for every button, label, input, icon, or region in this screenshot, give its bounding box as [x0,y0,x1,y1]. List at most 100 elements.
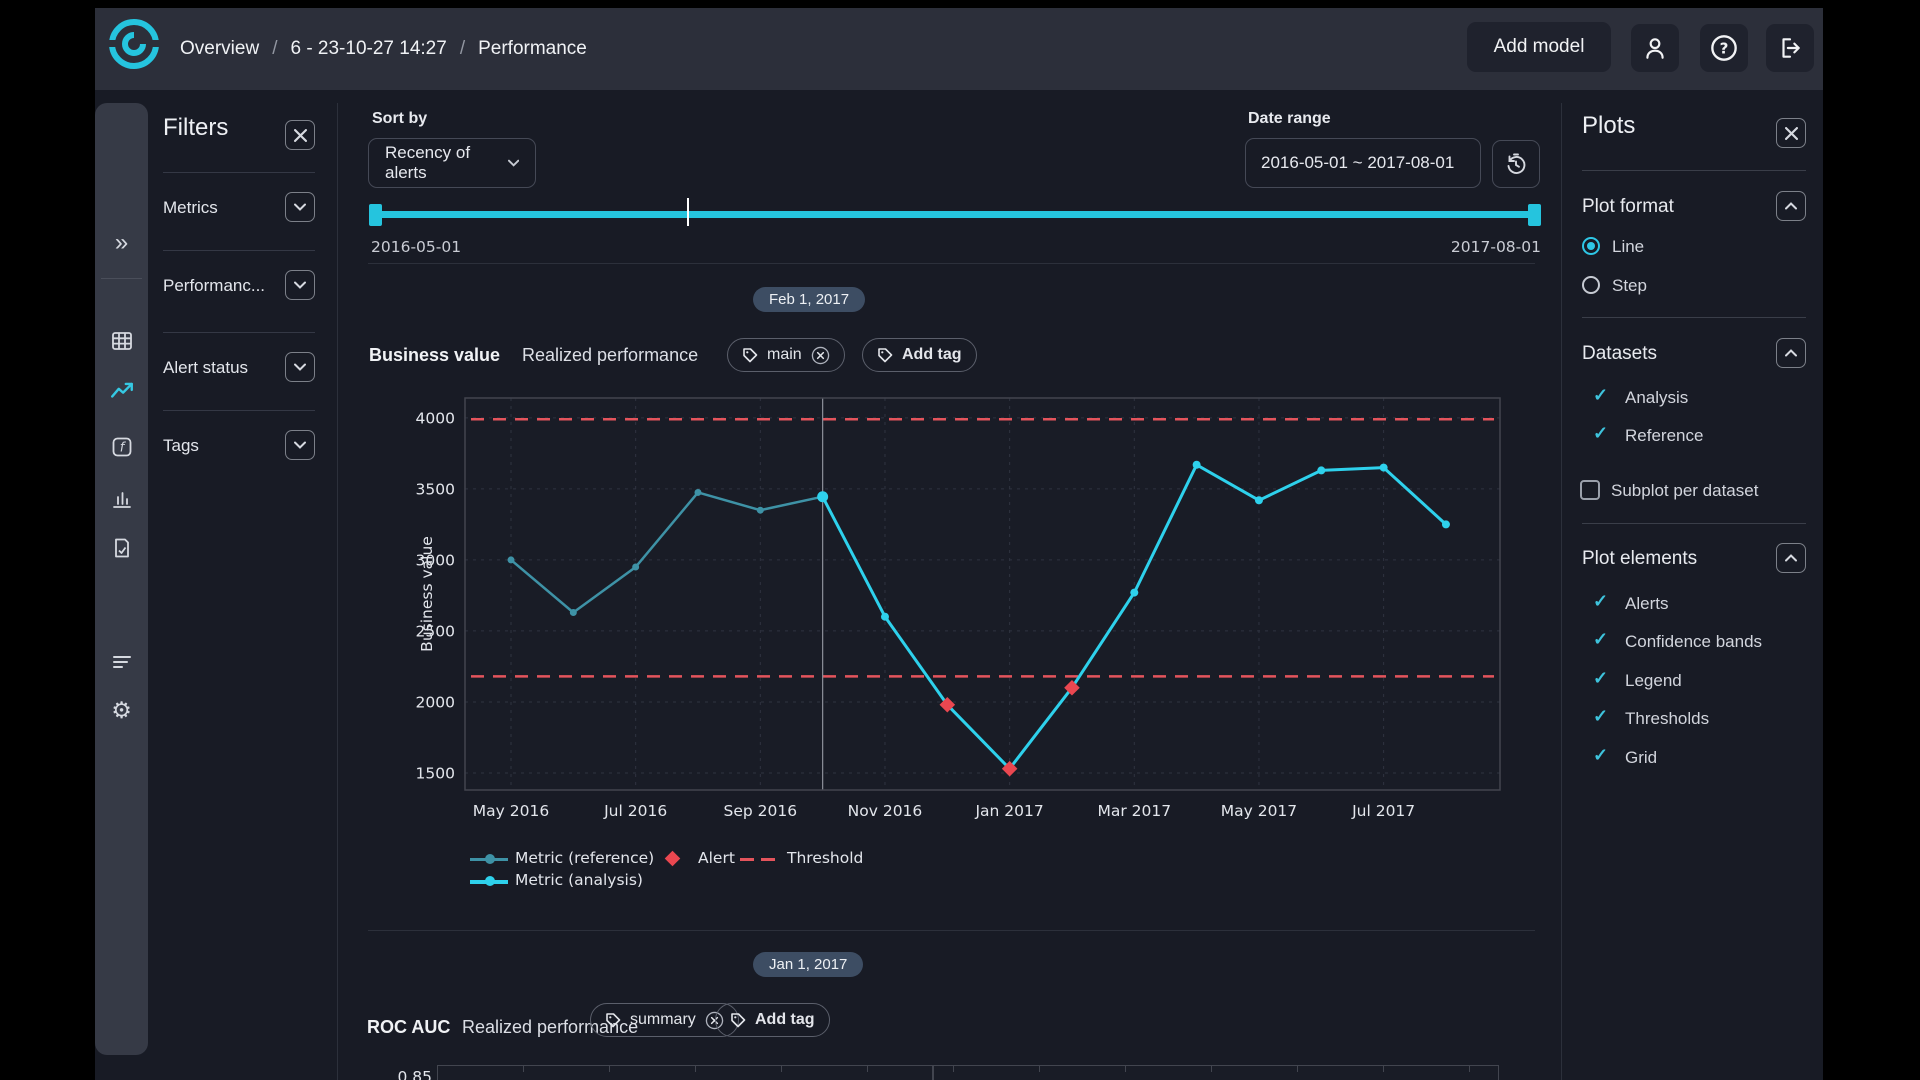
roc-chart-top-tick [609,1066,610,1072]
plot-element-item-grid[interactable]: Grid [1625,748,1657,768]
data-point [508,556,515,563]
data-point [757,507,764,514]
collapse-sidebar-icon[interactable]: » [95,225,148,261]
help-button[interactable]: ? [1700,24,1748,72]
main-plots-divider [1561,103,1562,1080]
dataset-item-analysis[interactable]: Analysis [1625,388,1688,408]
plots-divider [1582,170,1806,171]
legend-analysis-dot-swatch [485,876,495,886]
sort-by-select[interactable]: Recency of alerts [368,138,536,188]
bar-chart-icon[interactable] [95,481,148,517]
roc-chart-top-tick [953,1066,954,1072]
close-icon [1785,127,1798,140]
section1-date-badge: Feb 1, 2017 [753,287,865,312]
y-tick-label: 4000 [416,409,455,427]
table-view-icon[interactable] [95,323,148,359]
chevron-down-icon [294,441,306,449]
timeline-current-marker[interactable] [687,198,689,226]
radio-label-step: Step [1612,276,1647,296]
history-clock-icon [1504,152,1528,176]
timeline-slider-handle-left[interactable] [369,204,382,226]
x-tick-label: Sep 2016 [724,802,798,820]
breadcrumb-item[interactable]: Performance [478,38,587,60]
brand-logo-icon[interactable] [105,15,163,73]
breadcrumb-item[interactable]: 6 - 23-10-27 14:27 [290,38,446,60]
plot-element-item-thresholds[interactable]: Thresholds [1625,709,1709,729]
plot-format-collapse-button[interactable] [1776,191,1806,221]
filter-section-expand-button[interactable] [285,270,315,300]
filter-section-expand-button[interactable] [285,352,315,382]
performance-trend-icon[interactable] [95,373,148,409]
breadcrumb-separator: / [272,38,277,60]
legend-reference-dot-swatch [485,854,495,864]
roc-chart-top-tick [781,1066,782,1072]
report-doc-check-icon[interactable] [95,530,148,566]
x-tick-label: Jul 2016 [603,802,667,820]
section2-metric-title: ROC AUC [367,1017,450,1038]
plot-element-check-icon: ✓ [1593,591,1608,612]
filters-section-divider [163,410,315,411]
svg-text:f: f [119,441,126,456]
timeline-slider-track[interactable] [371,211,1541,218]
toolbar-divider [368,263,1535,264]
section-divider [368,930,1535,931]
filter-section-label-performanc-: Performanc... [163,276,265,296]
function-icon[interactable]: f [95,429,148,465]
radio-step[interactable] [1582,276,1600,294]
plots-divider [1582,523,1806,524]
x-tick-label: May 2017 [1221,802,1297,820]
roc-chart-top-tick [1125,1066,1126,1072]
roc-chart-top-tick [1297,1066,1298,1072]
data-point [632,564,639,571]
plots-close-button[interactable] [1776,118,1806,148]
filter-section-label-alert-status: Alert status [163,358,248,378]
chevron-down-icon [294,203,306,211]
business-value-chart[interactable]: 150020002500300035004000May 2016Jul 2016… [340,325,1557,900]
data-point [1317,466,1325,474]
subplot-per-dataset-label: Subplot per dataset [1611,481,1758,501]
plot-elements-collapse-button[interactable] [1776,543,1806,573]
plot-element-item-legend[interactable]: Legend [1625,671,1682,691]
dataset-item-reference[interactable]: Reference [1625,426,1703,446]
settings-gear-icon[interactable]: ⚙ [95,692,148,728]
data-point [817,491,828,502]
filters-close-button[interactable] [285,120,315,150]
roc-auc-chart[interactable] [437,1065,1499,1080]
date-range-input[interactable]: 2016-05-01 ~ 2017-08-01 [1245,138,1481,188]
timeline-end-label: 2017-08-01 [1395,238,1541,256]
breadcrumb-item[interactable]: Overview [180,38,259,60]
legend-reference-label: Metric (reference) [515,849,654,867]
filter-lines-icon[interactable] [95,644,148,680]
filter-section-expand-button[interactable] [285,192,315,222]
y-tick-label: 2000 [416,693,455,711]
plot-element-item-alerts[interactable]: Alerts [1625,594,1668,614]
datasets-label: Datasets [1582,343,1657,365]
tag-label: summary [630,1011,696,1029]
plot-elements-label: Plot elements [1582,548,1697,570]
user-account-button[interactable] [1631,24,1679,72]
chevron-down-icon [294,363,306,371]
add-tag-label: Add tag [755,1011,815,1029]
logout-button[interactable] [1766,24,1814,72]
plots-title: Plots [1582,112,1635,140]
timeline-slider-handle-right[interactable] [1528,204,1541,226]
reset-date-range-button[interactable] [1492,140,1540,188]
plot-element-item-confidence-bands[interactable]: Confidence bands [1625,632,1762,652]
chevron-up-icon [1785,554,1797,562]
section2-add-tag-button[interactable]: Add tag [715,1003,830,1037]
radio-line[interactable] [1582,237,1600,255]
subplot-per-dataset-checkbox[interactable] [1580,480,1600,500]
data-point [1442,520,1450,528]
dataset-check-icon: ✓ [1593,423,1608,444]
filter-section-expand-button[interactable] [285,430,315,460]
datasets-collapse-button[interactable] [1776,338,1806,368]
plots-divider [1582,317,1806,318]
data-point [881,613,889,621]
breadcrumb: Overview/6 - 23-10-27 14:27/Performance [180,8,587,90]
add-model-button[interactable]: Add model [1467,22,1611,72]
data-point [1130,589,1138,597]
filters-section-divider [163,332,315,333]
chevron-down-icon [508,159,519,167]
filters-main-divider [337,103,338,1080]
filter-section-label-tags: Tags [163,436,199,456]
